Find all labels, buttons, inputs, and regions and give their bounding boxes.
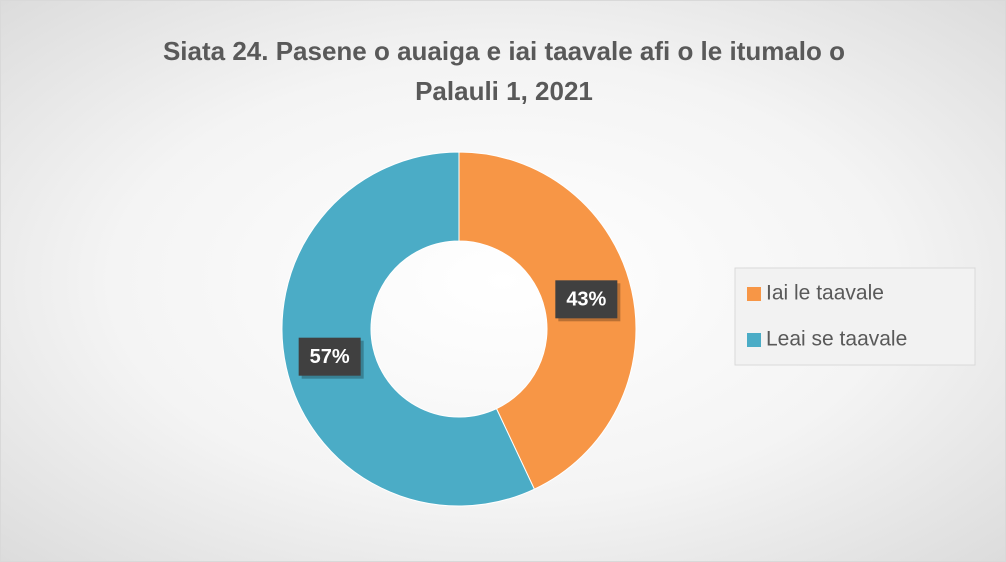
data-label: 43% <box>566 289 606 311</box>
data-label-box <box>298 337 361 376</box>
legend-swatch <box>747 287 761 301</box>
legend-swatch <box>747 333 761 347</box>
legend-label: Leai se taavale <box>766 328 907 351</box>
data-label-box <box>555 280 618 319</box>
donut-segment <box>458 151 637 490</box>
legend-label: Iai le taavale <box>766 282 884 305</box>
donut-segment <box>281 151 536 507</box>
data-label: 57% <box>310 346 350 368</box>
legend-box <box>734 267 976 366</box>
chart-title: Siata 24. Pasene o auaiga e iai taavale … <box>162 36 846 106</box>
